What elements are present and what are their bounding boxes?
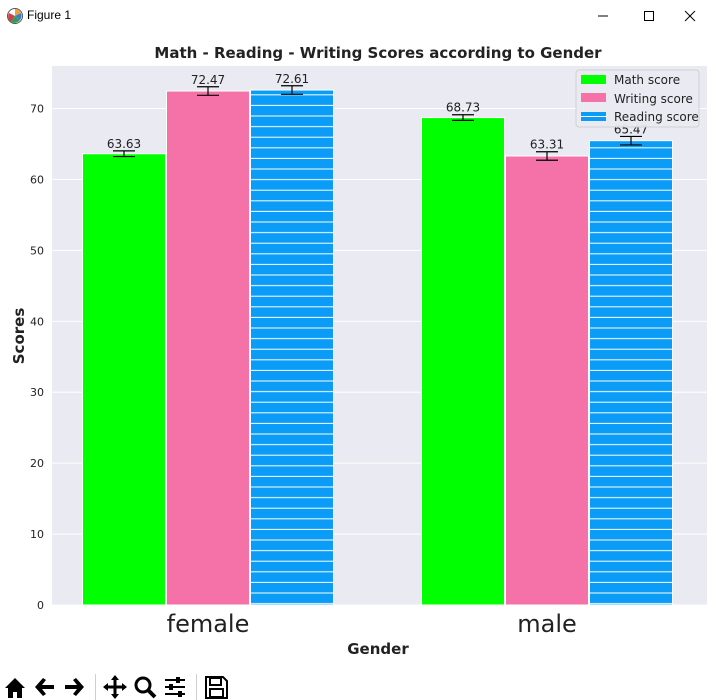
zoom-icon[interactable]	[132, 674, 158, 700]
y-tick-label: 40	[30, 315, 44, 328]
bar-reading-score-female	[250, 89, 334, 606]
back-icon[interactable]	[32, 674, 58, 700]
y-tick-label: 0	[37, 599, 44, 612]
x-axis-label: Gender	[347, 640, 409, 658]
bar-value-label: 68.73	[446, 101, 480, 115]
y-tick-label: 60	[30, 173, 44, 186]
y-tick-label: 20	[30, 457, 44, 470]
legend-label-writing: Writing score	[614, 92, 693, 106]
bar-reading-score-male	[589, 140, 673, 606]
legend-swatch-writing	[581, 93, 606, 102]
bar-writing-score-male	[505, 155, 589, 606]
figure-canvas: Math - Reading - Writing Scores accordin…	[0, 32, 708, 670]
bar-value-label: 63.63	[107, 137, 141, 151]
bar-value-label: 63.31	[530, 138, 564, 152]
toolbar-separator	[196, 674, 197, 700]
save-icon[interactable]	[203, 674, 229, 700]
window-titlebar: Figure 1	[0, 0, 708, 32]
bar-value-label: 72.47	[191, 73, 225, 87]
legend-label-reading: Reading score	[614, 110, 699, 124]
bar-chart: Math - Reading - Writing Scores accordin…	[10, 44, 707, 658]
bar-math-score-female	[82, 153, 166, 606]
legend-label-math: Math score	[614, 73, 680, 87]
bar-value-label: 72.61	[275, 72, 309, 86]
pan-icon[interactable]	[102, 674, 128, 700]
legend: Math score Writing score Reading score	[575, 69, 700, 128]
y-tick-label: 70	[30, 103, 44, 116]
bar-writing-score-female	[166, 90, 250, 606]
legend-swatch-math	[581, 75, 606, 84]
window-title: Figure 1	[27, 8, 72, 22]
configure-icon[interactable]	[162, 674, 188, 700]
maximize-icon	[644, 11, 654, 21]
y-axis-label: Scores	[10, 308, 28, 365]
maximize-button[interactable]	[626, 0, 672, 32]
x-tick-label: male	[517, 610, 577, 638]
close-icon	[684, 10, 696, 22]
home-icon[interactable]	[2, 674, 28, 700]
y-tick-label: 30	[30, 386, 44, 399]
close-button[interactable]	[672, 0, 708, 32]
y-tick-label: 10	[30, 528, 44, 541]
minimize-button[interactable]	[580, 0, 626, 32]
y-tick-label: 50	[30, 244, 44, 257]
forward-icon[interactable]	[61, 674, 87, 700]
bar-math-score-male	[421, 117, 505, 606]
matplotlib-logo-icon	[7, 8, 23, 24]
toolbar-separator	[95, 674, 96, 700]
minimize-icon	[598, 15, 608, 17]
x-tick-label: female	[167, 610, 250, 638]
chart-title: Math - Reading - Writing Scores accordin…	[154, 44, 602, 62]
navigation-toolbar	[0, 670, 708, 700]
